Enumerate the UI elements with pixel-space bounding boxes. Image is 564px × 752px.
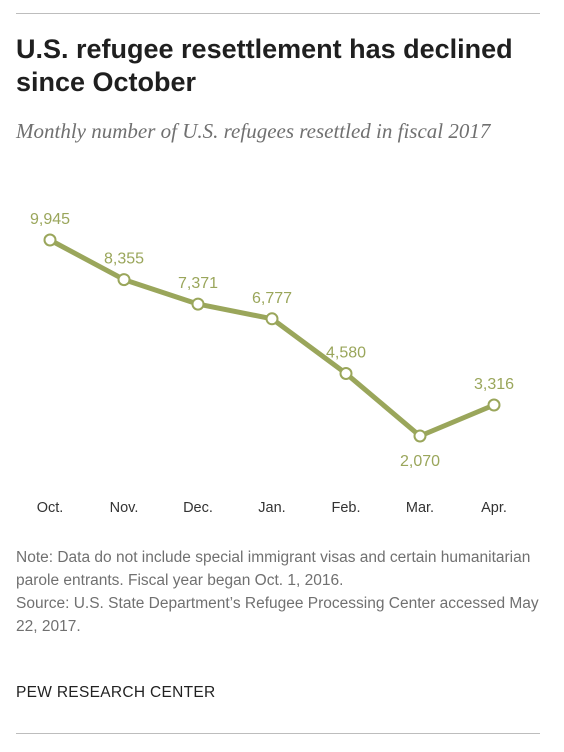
- top-rule: [16, 13, 540, 14]
- data-label: 7,371: [178, 275, 218, 292]
- data-point: [117, 273, 131, 287]
- bottom-rule: [16, 733, 540, 734]
- data-label: 9,945: [30, 211, 70, 228]
- data-point: [191, 297, 205, 311]
- x-tick-label: Feb.: [331, 500, 360, 516]
- x-tick-label: Mar.: [406, 500, 434, 516]
- data-point: [413, 429, 427, 443]
- x-tick-label: Dec.: [183, 500, 213, 516]
- data-point: [339, 367, 353, 380]
- source-text: Source: U.S. State Department’s Refugee …: [16, 595, 539, 635]
- chart-title: U.S. refugee resettlement has declined s…: [16, 34, 513, 97]
- data-label: 8,355: [104, 251, 144, 268]
- x-tick-label: Nov.: [110, 500, 139, 516]
- x-tick-label: Apr.: [481, 500, 507, 516]
- data-point: [43, 233, 57, 247]
- x-tick-label: Jan.: [258, 500, 285, 516]
- data-label: 3,316: [474, 376, 514, 393]
- data-label: 4,580: [326, 345, 366, 362]
- series-line: [47, 237, 497, 439]
- data-point: [487, 398, 501, 412]
- chart-note: Note: Data do not include special immigr…: [16, 546, 541, 638]
- brand-logo-text: PEW RESEARCH CENTER: [16, 684, 216, 701]
- chart-subtitle: Monthly number of U.S. refugees resettle…: [16, 119, 491, 143]
- note-text: Note: Data do not include special immigr…: [16, 549, 531, 589]
- data-point: [265, 312, 279, 326]
- data-label: 2,070: [400, 453, 440, 470]
- data-label: 6,777: [252, 290, 292, 307]
- x-tick-label: Oct.: [37, 500, 64, 516]
